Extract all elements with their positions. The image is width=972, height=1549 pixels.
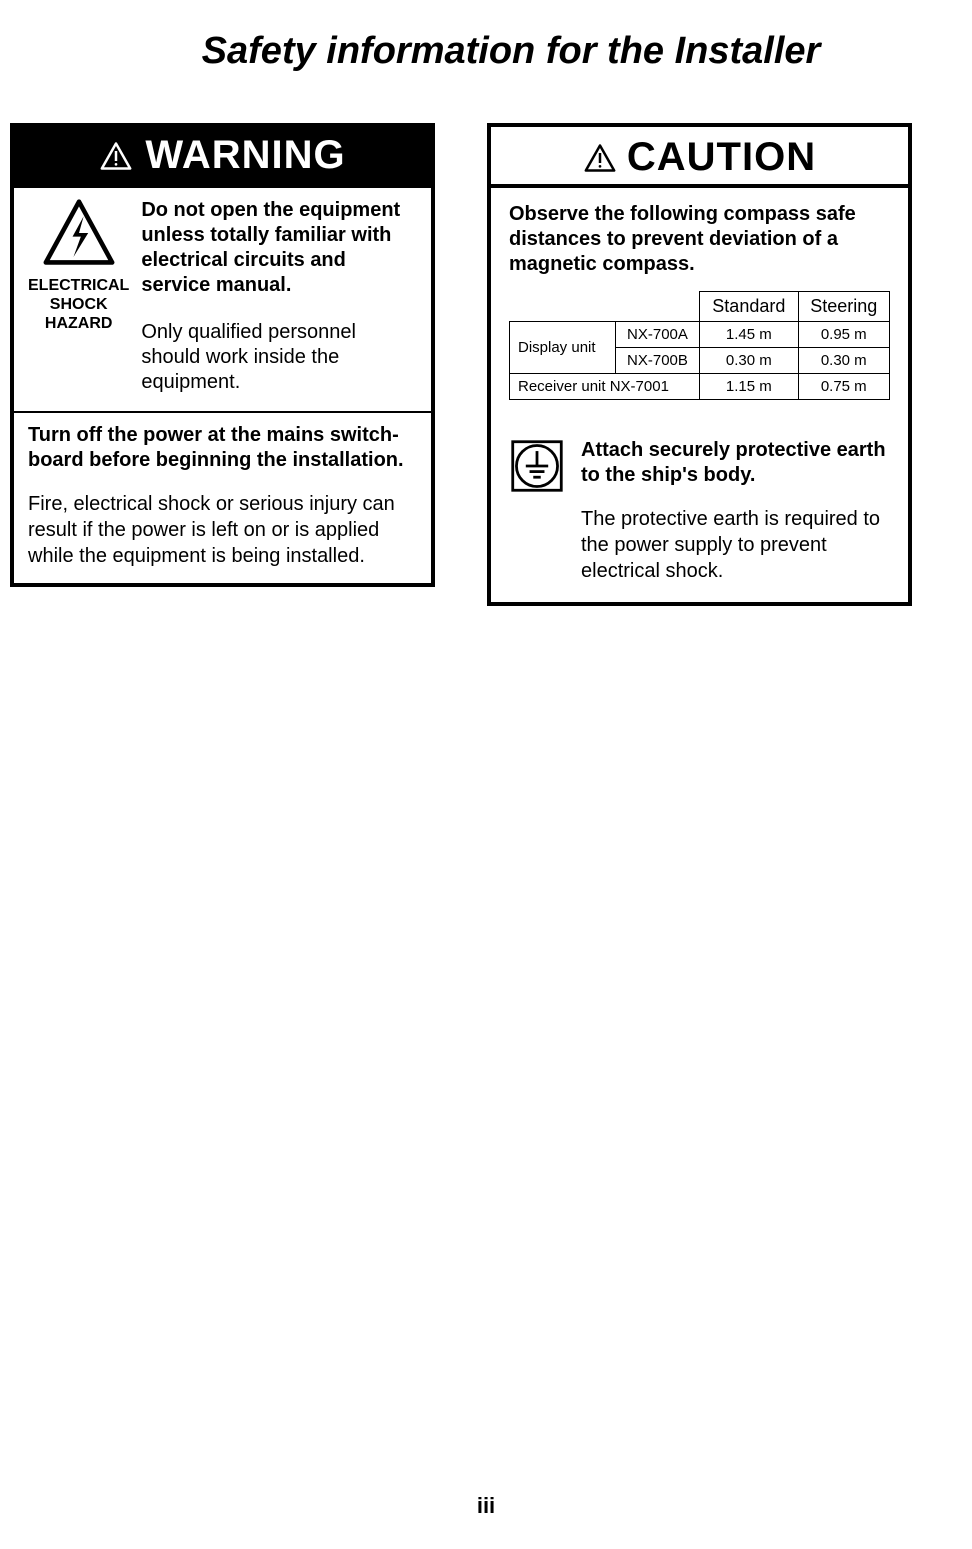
earth-icon-box: [509, 438, 565, 584]
steering-cell: 0.30 m: [798, 348, 890, 374]
warning-header-text: WARNING: [145, 133, 345, 178]
page: Safety information for the Installer WAR…: [0, 0, 972, 1549]
warning-top-plain: Only qualified personnel should work ins…: [141, 320, 417, 395]
earth-plain: The protective earth is required to the …: [581, 506, 890, 584]
protective-earth-icon: [509, 438, 565, 494]
warning-column: WARNING ELECTRICAL SHOCK HAZARD: [10, 123, 435, 606]
earth-block: Attach securely protective earth to the …: [491, 418, 908, 602]
model-cell: NX-700B: [615, 348, 699, 374]
steering-cell: 0.95 m: [798, 322, 890, 348]
receiver-label: Receiver unit NX-7001: [510, 374, 700, 400]
caution-box: CAUTION Observe the following compass sa…: [487, 123, 912, 606]
table-row: Display unit NX-700A 1.45 m 0.95 m: [510, 322, 890, 348]
hazard-label-line2: SHOCK: [50, 296, 108, 313]
steering-cell: 0.75 m: [798, 374, 890, 400]
earth-bold: Attach securely protective earth to the …: [581, 438, 890, 488]
warning-body-bottom: Turn off the power at the mains switch-b…: [14, 413, 431, 583]
electrical-shock-icon: [42, 198, 116, 268]
hazard-icon-box: ELECTRICAL SHOCK HAZARD: [28, 198, 129, 395]
standard-cell: 1.45 m: [700, 322, 798, 348]
col-steering: Steering: [798, 292, 890, 322]
warning-triangle-icon: [99, 141, 133, 171]
caution-header-text: CAUTION: [627, 135, 816, 180]
caution-intro: Observe the following compass safe dista…: [509, 202, 890, 277]
standard-cell: 1.15 m: [700, 374, 798, 400]
warning-top-bold: Do not open the equipment unless totally…: [141, 198, 417, 298]
hazard-label-line3: HAZARD: [45, 315, 113, 332]
earth-text: Attach securely protective earth to the …: [581, 438, 890, 584]
model-cell: NX-700A: [615, 322, 699, 348]
compass-table: Standard Steering Display unit NX-700A 1…: [509, 291, 890, 400]
caution-body: Observe the following compass safe dista…: [491, 188, 908, 418]
warning-bottom-bold: Turn off the power at the mains switch-b…: [28, 423, 417, 473]
warning-top-text: Do not open the equipment unless totally…: [141, 198, 417, 395]
page-number: iii: [0, 1493, 972, 1519]
standard-cell: 0.30 m: [700, 348, 798, 374]
warning-bottom-plain: Fire, electrical shock or serious injury…: [28, 491, 417, 569]
page-title: Safety information for the Installer: [110, 30, 912, 73]
hazard-label: ELECTRICAL SHOCK HAZARD: [28, 276, 129, 334]
warning-box: WARNING ELECTRICAL SHOCK HAZARD: [10, 123, 435, 587]
table-row: Receiver unit NX-7001 1.15 m 0.75 m: [510, 374, 890, 400]
caution-column: CAUTION Observe the following compass sa…: [487, 123, 912, 606]
caution-triangle-icon: [583, 143, 617, 173]
caution-header: CAUTION: [491, 127, 908, 188]
col-standard: Standard: [700, 292, 798, 322]
table-header-row: Standard Steering: [510, 292, 890, 322]
columns: WARNING ELECTRICAL SHOCK HAZARD: [10, 123, 912, 606]
warning-header: WARNING: [14, 127, 431, 188]
display-unit-label: Display unit: [510, 322, 616, 374]
warning-body-top: ELECTRICAL SHOCK HAZARD Do not open the …: [14, 188, 431, 401]
hazard-label-line1: ELECTRICAL: [28, 277, 129, 294]
